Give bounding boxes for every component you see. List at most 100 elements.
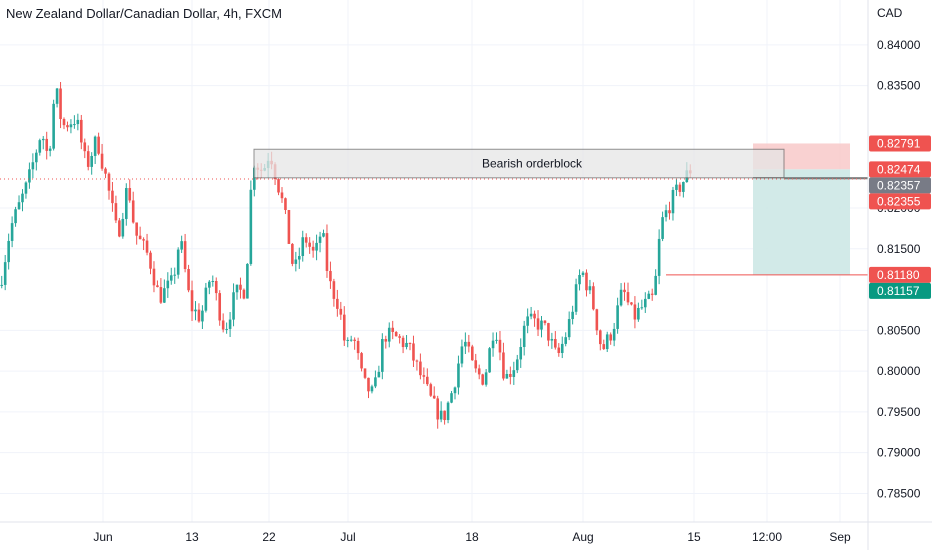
candle-body — [398, 336, 401, 338]
y-tick-label: 0.79000 — [877, 446, 921, 460]
candle-body — [31, 162, 35, 170]
candle-body — [515, 359, 519, 371]
candle-body — [405, 342, 408, 348]
price-label-box — [869, 266, 931, 283]
candle-body — [450, 393, 453, 403]
y-tick-label: 0.83500 — [877, 79, 921, 93]
candle-body — [519, 346, 523, 360]
candle-body — [59, 88, 62, 120]
x-tick-label: Sep — [829, 530, 851, 544]
candle-body — [284, 198, 287, 210]
candle-body — [474, 360, 478, 369]
y-tick-label: 0.78500 — [877, 486, 921, 500]
candle-body — [173, 274, 177, 276]
candle-body — [301, 237, 305, 257]
candle-body — [10, 223, 14, 241]
time-axis[interactable]: Jun 13 22 Jul 18 Aug 15 12:00 Sep — [0, 521, 932, 544]
candle-body — [201, 310, 204, 322]
candle-body — [391, 327, 395, 332]
candle-body — [145, 240, 149, 253]
candle-body — [360, 353, 363, 369]
candle-body — [308, 242, 311, 247]
candle-body — [381, 339, 384, 372]
y-tick-label: 0.80500 — [877, 323, 921, 337]
candle-body — [163, 288, 166, 303]
candle-body — [578, 275, 581, 285]
candle-body — [384, 339, 388, 342]
candle-body — [574, 284, 578, 312]
price-label-box — [869, 135, 931, 152]
x-tick-label: Jul — [340, 530, 355, 544]
candle-body — [21, 193, 24, 203]
candle-body — [564, 337, 568, 344]
candle-body — [221, 320, 225, 330]
candle-body — [100, 153, 104, 169]
annotations: Bearish orderblock — [0, 148, 868, 276]
candle-body — [419, 361, 422, 376]
candle-body — [180, 241, 183, 250]
candle-body — [522, 325, 526, 347]
candle-body — [363, 368, 367, 378]
candle-body — [453, 387, 457, 394]
candle-body — [55, 88, 59, 104]
price-label-box — [869, 193, 931, 210]
candle-body — [484, 372, 488, 385]
candle-body — [481, 374, 484, 385]
candle-body — [291, 243, 294, 264]
candle-body — [45, 138, 49, 151]
candle-body — [429, 384, 433, 396]
candle-body — [664, 210, 668, 218]
candle-body — [543, 320, 547, 324]
candle-body — [470, 346, 474, 361]
candle-body — [675, 184, 678, 190]
candle-body — [204, 287, 208, 311]
price-axis[interactable]: 0.840000.835000.820000.815000.805000.800… — [867, 0, 931, 550]
candle-body — [374, 377, 377, 387]
position-zones — [753, 143, 850, 275]
candle-body — [599, 330, 602, 345]
candle-body — [48, 148, 52, 151]
candle-body — [446, 402, 450, 421]
candle-body — [602, 344, 606, 350]
candle-body — [3, 262, 7, 285]
candle-body — [152, 268, 156, 286]
candle-body — [24, 182, 28, 194]
price-label-box — [869, 177, 931, 194]
candle-body — [502, 352, 505, 379]
x-tick-label: 22 — [262, 530, 276, 544]
candle-body — [114, 203, 118, 221]
candle-body — [356, 340, 360, 354]
candle-body — [190, 290, 194, 312]
candle-body — [121, 218, 125, 237]
candle-body — [339, 308, 343, 315]
candle-body — [138, 235, 142, 240]
candle-body — [38, 140, 42, 153]
candle-body — [52, 103, 55, 149]
candle-body — [612, 328, 616, 341]
price-label: 0.82357 — [877, 178, 921, 192]
candle-body — [249, 189, 253, 264]
candle-body — [488, 348, 491, 373]
candle-body — [211, 281, 215, 283]
candle-body — [467, 341, 471, 347]
candle-body — [97, 136, 100, 154]
candle-body — [678, 184, 682, 192]
candle-body — [0, 284, 4, 286]
candle-body — [401, 337, 405, 348]
candle-body — [277, 179, 280, 193]
candle-body — [159, 287, 163, 303]
candle-body — [505, 373, 509, 379]
candle-body — [560, 343, 564, 353]
candle-body — [294, 259, 298, 264]
x-tick-label: Aug — [572, 530, 593, 544]
candle-body — [495, 339, 498, 341]
candle-body — [592, 286, 595, 310]
candle-body — [90, 155, 93, 167]
candle-body — [253, 167, 256, 190]
candle-body — [156, 285, 159, 288]
candle-body — [318, 236, 322, 243]
candle-body — [304, 237, 308, 243]
candle-body — [336, 298, 339, 309]
candle-body — [377, 371, 381, 378]
